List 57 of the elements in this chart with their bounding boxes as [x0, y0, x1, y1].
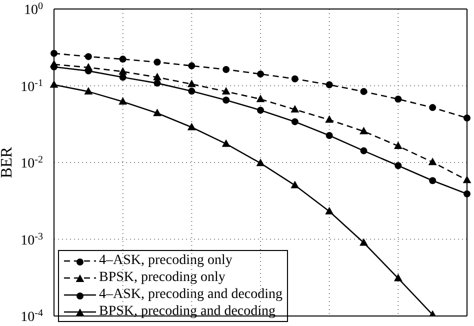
point	[118, 67, 128, 75]
point	[188, 88, 196, 95]
point	[394, 274, 402, 282]
point	[50, 63, 58, 70]
point	[290, 105, 300, 113]
point	[119, 56, 126, 63]
point	[291, 118, 298, 126]
legend-label: 4–ASK, precoding and decoding	[99, 286, 283, 303]
point	[257, 106, 264, 114]
point	[153, 108, 162, 116]
point	[428, 158, 437, 166]
y-tick-label: 10$^{0}$	[24, 0, 43, 18]
point	[360, 238, 368, 246]
legend-label: BPSK, precoding and decoding	[99, 303, 276, 320]
point	[464, 114, 470, 122]
point	[464, 190, 470, 198]
point	[290, 180, 300, 188]
y-axis-title: BER	[0, 146, 16, 178]
point	[325, 206, 334, 214]
point	[256, 94, 265, 102]
point	[187, 80, 196, 88]
point	[154, 58, 161, 66]
point	[188, 62, 196, 70]
point	[118, 97, 128, 105]
point	[187, 122, 196, 130]
point	[326, 81, 333, 88]
point	[50, 80, 58, 88]
point	[222, 139, 230, 147]
point	[360, 126, 368, 134]
point	[394, 96, 402, 103]
point	[154, 80, 161, 87]
point	[222, 96, 230, 104]
legend-label: BPSK, precoding only	[99, 269, 226, 286]
point	[84, 53, 92, 60]
y-tick-label: 10$^{-4}$	[20, 308, 43, 325]
point	[222, 66, 230, 73]
y-tick-label: 10$^{-3}$	[20, 230, 43, 248]
legend-label: 4–ASK, precoding only	[99, 252, 232, 269]
point	[462, 176, 472, 184]
point	[429, 104, 436, 112]
point	[394, 142, 402, 150]
point	[257, 70, 264, 78]
point	[326, 132, 333, 139]
point	[429, 177, 436, 184]
point	[291, 75, 298, 82]
point	[84, 87, 93, 95]
point	[222, 87, 230, 95]
point	[256, 158, 265, 166]
point	[153, 72, 162, 80]
y-tick-label: 10$^{-2}$	[20, 154, 43, 172]
point	[360, 88, 368, 96]
point	[50, 50, 58, 57]
point	[325, 115, 334, 123]
point	[119, 74, 126, 81]
point	[360, 147, 368, 154]
y-tick-label: 10$^{-1}$	[20, 77, 43, 95]
point	[394, 162, 402, 170]
